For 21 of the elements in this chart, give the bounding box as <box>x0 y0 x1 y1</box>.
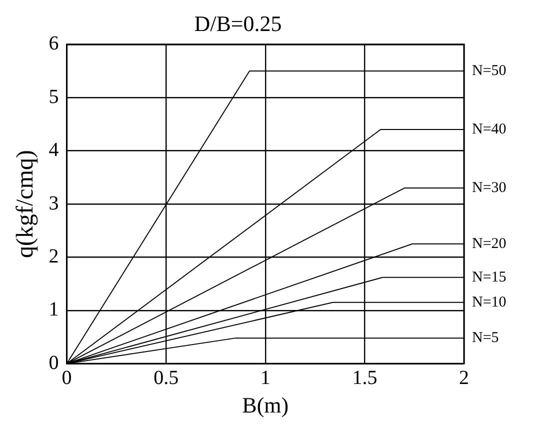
y-tick-label: 0 <box>48 352 59 374</box>
chart-title: D/B=0.25 <box>194 10 282 36</box>
series-label: N=40 <box>472 121 506 138</box>
series-label: N=20 <box>472 236 506 252</box>
y-tick-label: 2 <box>48 245 59 268</box>
series-label: N=15 <box>472 269 506 286</box>
series-label: N=5 <box>472 330 499 346</box>
x-tick-label: 0.5 <box>154 366 179 389</box>
x-tick-label: 2 <box>459 366 469 389</box>
y-tick-label: 6 <box>48 32 59 55</box>
series-label: N=50 <box>472 62 506 79</box>
x-tick-label: 1.5 <box>352 366 378 389</box>
y-axis-title: q(kgf/cmq) <box>12 150 39 258</box>
y-tick-label: 3 <box>48 192 59 214</box>
y-tick-label: 5 <box>48 86 59 108</box>
y-tick-label: 4 <box>48 139 59 162</box>
x-tick-label: 1 <box>260 366 270 389</box>
x-axis-title: B(m) <box>242 392 289 418</box>
y-tick-label: 1 <box>48 298 59 321</box>
series-label: N=10 <box>472 294 506 310</box>
series-label: N=30 <box>472 180 506 196</box>
